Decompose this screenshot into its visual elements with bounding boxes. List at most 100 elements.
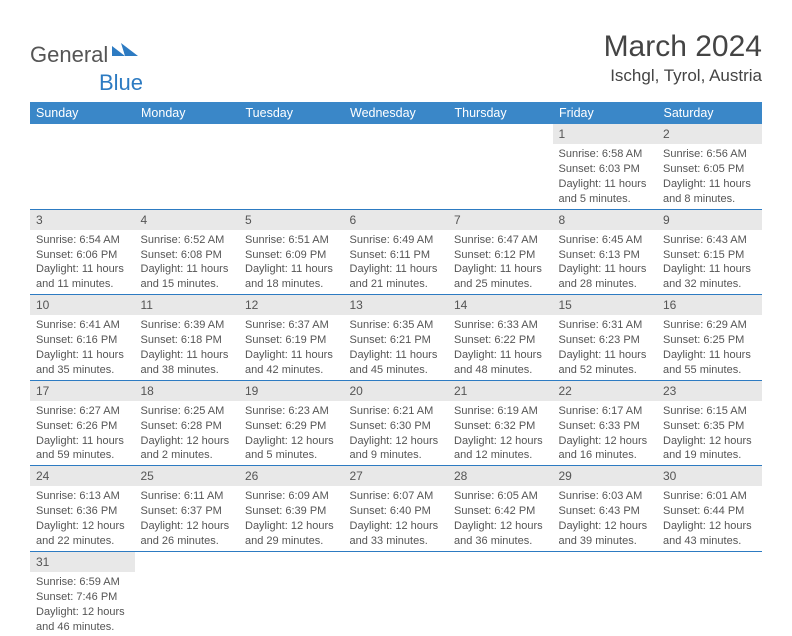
day-body: Sunrise: 6:07 AMSunset: 6:40 PMDaylight:… xyxy=(344,486,449,550)
calendar-row: 1Sunrise: 6:58 AMSunset: 6:03 PMDaylight… xyxy=(30,124,762,209)
day-number: 2 xyxy=(657,124,762,144)
calendar-row: 17Sunrise: 6:27 AMSunset: 6:26 PMDayligh… xyxy=(30,380,762,466)
day-body: Sunrise: 6:17 AMSunset: 6:33 PMDaylight:… xyxy=(553,401,658,465)
day-body: Sunrise: 6:39 AMSunset: 6:18 PMDaylight:… xyxy=(135,315,240,379)
logo-blue: Blue xyxy=(99,70,792,96)
day-body: Sunrise: 6:37 AMSunset: 6:19 PMDaylight:… xyxy=(239,315,344,379)
day-body: Sunrise: 6:15 AMSunset: 6:35 PMDaylight:… xyxy=(657,401,762,465)
calendar-cell: 29Sunrise: 6:03 AMSunset: 6:43 PMDayligh… xyxy=(553,466,658,552)
calendar-cell: 3Sunrise: 6:54 AMSunset: 6:06 PMDaylight… xyxy=(30,209,135,295)
day-body: Sunrise: 6:35 AMSunset: 6:21 PMDaylight:… xyxy=(344,315,449,379)
day-body: Sunrise: 6:31 AMSunset: 6:23 PMDaylight:… xyxy=(553,315,658,379)
calendar-row: 24Sunrise: 6:13 AMSunset: 6:36 PMDayligh… xyxy=(30,466,762,552)
day-number: 30 xyxy=(657,466,762,486)
calendar-cell: 30Sunrise: 6:01 AMSunset: 6:44 PMDayligh… xyxy=(657,466,762,552)
day-number: 6 xyxy=(344,210,449,230)
calendar-cell: 9Sunrise: 6:43 AMSunset: 6:15 PMDaylight… xyxy=(657,209,762,295)
day-number: 12 xyxy=(239,295,344,315)
weekday-header: Monday xyxy=(135,102,240,124)
day-body: Sunrise: 6:11 AMSunset: 6:37 PMDaylight:… xyxy=(135,486,240,550)
calendar-cell: 11Sunrise: 6:39 AMSunset: 6:18 PMDayligh… xyxy=(135,295,240,381)
calendar-cell xyxy=(344,124,449,209)
calendar-cell xyxy=(553,551,658,636)
day-number: 14 xyxy=(448,295,553,315)
logo: General xyxy=(30,40,140,69)
calendar-cell: 15Sunrise: 6:31 AMSunset: 6:23 PMDayligh… xyxy=(553,295,658,381)
day-body: Sunrise: 6:21 AMSunset: 6:30 PMDaylight:… xyxy=(344,401,449,465)
calendar-cell xyxy=(448,124,553,209)
day-number: 1 xyxy=(553,124,658,144)
calendar-cell: 14Sunrise: 6:33 AMSunset: 6:22 PMDayligh… xyxy=(448,295,553,381)
day-body: Sunrise: 6:33 AMSunset: 6:22 PMDaylight:… xyxy=(448,315,553,379)
weekday-header: Saturday xyxy=(657,102,762,124)
day-body: Sunrise: 6:47 AMSunset: 6:12 PMDaylight:… xyxy=(448,230,553,294)
day-number: 27 xyxy=(344,466,449,486)
calendar-cell: 25Sunrise: 6:11 AMSunset: 6:37 PMDayligh… xyxy=(135,466,240,552)
calendar-cell xyxy=(135,551,240,636)
day-body: Sunrise: 6:45 AMSunset: 6:13 PMDaylight:… xyxy=(553,230,658,294)
calendar-cell xyxy=(239,551,344,636)
day-number: 19 xyxy=(239,381,344,401)
day-number: 13 xyxy=(344,295,449,315)
calendar-cell xyxy=(135,124,240,209)
weekday-header-row: Sunday Monday Tuesday Wednesday Thursday… xyxy=(30,102,762,124)
day-body: Sunrise: 6:52 AMSunset: 6:08 PMDaylight:… xyxy=(135,230,240,294)
day-body: Sunrise: 6:56 AMSunset: 6:05 PMDaylight:… xyxy=(657,144,762,208)
day-body: Sunrise: 6:25 AMSunset: 6:28 PMDaylight:… xyxy=(135,401,240,465)
logo-general: General xyxy=(30,42,108,68)
calendar-cell: 18Sunrise: 6:25 AMSunset: 6:28 PMDayligh… xyxy=(135,380,240,466)
calendar-cell: 12Sunrise: 6:37 AMSunset: 6:19 PMDayligh… xyxy=(239,295,344,381)
calendar-cell xyxy=(239,124,344,209)
day-number: 16 xyxy=(657,295,762,315)
day-number: 28 xyxy=(448,466,553,486)
day-number: 17 xyxy=(30,381,135,401)
calendar-cell xyxy=(657,551,762,636)
calendar-cell: 17Sunrise: 6:27 AMSunset: 6:26 PMDayligh… xyxy=(30,380,135,466)
day-body: Sunrise: 6:54 AMSunset: 6:06 PMDaylight:… xyxy=(30,230,135,294)
weekday-header: Thursday xyxy=(448,102,553,124)
weekday-header: Friday xyxy=(553,102,658,124)
day-body: Sunrise: 6:27 AMSunset: 6:26 PMDaylight:… xyxy=(30,401,135,465)
calendar-cell: 2Sunrise: 6:56 AMSunset: 6:05 PMDaylight… xyxy=(657,124,762,209)
calendar-cell: 31Sunrise: 6:59 AMSunset: 7:46 PMDayligh… xyxy=(30,551,135,636)
calendar-cell: 21Sunrise: 6:19 AMSunset: 6:32 PMDayligh… xyxy=(448,380,553,466)
day-number: 3 xyxy=(30,210,135,230)
calendar-cell: 10Sunrise: 6:41 AMSunset: 6:16 PMDayligh… xyxy=(30,295,135,381)
calendar-cell: 5Sunrise: 6:51 AMSunset: 6:09 PMDaylight… xyxy=(239,209,344,295)
month-title: March 2024 xyxy=(604,30,762,64)
day-number: 22 xyxy=(553,381,658,401)
day-body: Sunrise: 6:49 AMSunset: 6:11 PMDaylight:… xyxy=(344,230,449,294)
weekday-header: Tuesday xyxy=(239,102,344,124)
day-number: 20 xyxy=(344,381,449,401)
calendar-cell xyxy=(448,551,553,636)
weekday-header: Sunday xyxy=(30,102,135,124)
calendar-cell xyxy=(344,551,449,636)
calendar-row: 10Sunrise: 6:41 AMSunset: 6:16 PMDayligh… xyxy=(30,295,762,381)
day-number: 24 xyxy=(30,466,135,486)
calendar-cell: 6Sunrise: 6:49 AMSunset: 6:11 PMDaylight… xyxy=(344,209,449,295)
day-number: 11 xyxy=(135,295,240,315)
day-body: Sunrise: 6:19 AMSunset: 6:32 PMDaylight:… xyxy=(448,401,553,465)
calendar-cell: 22Sunrise: 6:17 AMSunset: 6:33 PMDayligh… xyxy=(553,380,658,466)
day-body: Sunrise: 6:09 AMSunset: 6:39 PMDaylight:… xyxy=(239,486,344,550)
day-number: 25 xyxy=(135,466,240,486)
calendar-cell: 28Sunrise: 6:05 AMSunset: 6:42 PMDayligh… xyxy=(448,466,553,552)
day-body: Sunrise: 6:43 AMSunset: 6:15 PMDaylight:… xyxy=(657,230,762,294)
day-number: 7 xyxy=(448,210,553,230)
day-number: 18 xyxy=(135,381,240,401)
weekday-header: Wednesday xyxy=(344,102,449,124)
calendar-cell: 16Sunrise: 6:29 AMSunset: 6:25 PMDayligh… xyxy=(657,295,762,381)
logo-icon xyxy=(112,40,138,61)
calendar-cell xyxy=(30,124,135,209)
calendar-cell: 26Sunrise: 6:09 AMSunset: 6:39 PMDayligh… xyxy=(239,466,344,552)
day-body: Sunrise: 6:23 AMSunset: 6:29 PMDaylight:… xyxy=(239,401,344,465)
day-number: 10 xyxy=(30,295,135,315)
calendar-table: Sunday Monday Tuesday Wednesday Thursday… xyxy=(30,102,762,636)
calendar-cell: 4Sunrise: 6:52 AMSunset: 6:08 PMDaylight… xyxy=(135,209,240,295)
day-number: 15 xyxy=(553,295,658,315)
day-body: Sunrise: 6:41 AMSunset: 6:16 PMDaylight:… xyxy=(30,315,135,379)
calendar-row: 3Sunrise: 6:54 AMSunset: 6:06 PMDaylight… xyxy=(30,209,762,295)
calendar-cell: 20Sunrise: 6:21 AMSunset: 6:30 PMDayligh… xyxy=(344,380,449,466)
day-body: Sunrise: 6:05 AMSunset: 6:42 PMDaylight:… xyxy=(448,486,553,550)
day-body: Sunrise: 6:01 AMSunset: 6:44 PMDaylight:… xyxy=(657,486,762,550)
